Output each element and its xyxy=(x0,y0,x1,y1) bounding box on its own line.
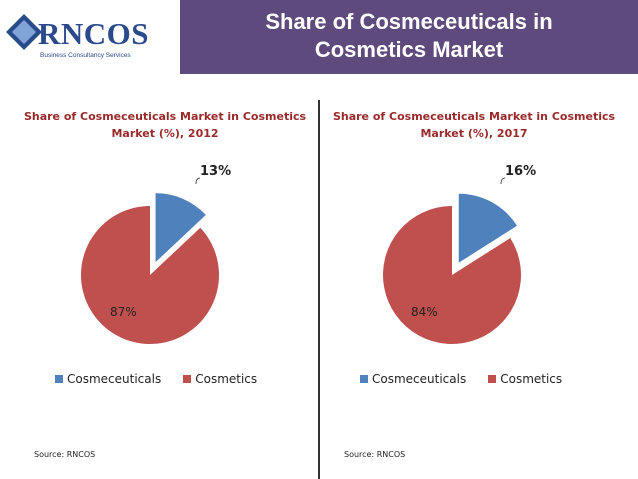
pie-slice-cosmetics-2017 xyxy=(383,206,522,344)
legend-2017: Cosmeceuticals Cosmetics xyxy=(360,372,584,386)
logo-arrow-icon xyxy=(6,14,42,50)
leader-line-2012 xyxy=(195,177,201,185)
logo: RNCOS Business Consultancy Services xyxy=(0,0,180,74)
legend-label: Cosmeceuticals xyxy=(67,372,162,386)
logo-text: RNCOS xyxy=(38,16,150,51)
pie-slice-cosmeceuticals-2012 xyxy=(155,193,206,263)
chart-title-2017-line2: Market (%), 2017 xyxy=(420,127,528,140)
chart-title-2012-line1: Share of Cosmeceuticals Market in Cosmet… xyxy=(23,110,307,123)
pie-slice-cosmeceuticals-2017 xyxy=(458,193,518,263)
legend-swatch xyxy=(183,375,192,383)
page-header: Share of Cosmeceuticals in Cosmetics Mar… xyxy=(180,0,638,74)
source-2017: Source: RNCOS xyxy=(344,450,406,459)
source-2012: Source: RNCOS xyxy=(34,450,96,459)
slice-label-cosmeceuticals-2012: 13% xyxy=(200,164,232,179)
page-title: Share of Cosmeceuticals in Cosmetics Mar… xyxy=(180,8,638,64)
slice-label-cosmetics-2017: 84% xyxy=(411,305,438,319)
chart-title-2012-line2: Market (%), 2012 xyxy=(111,127,219,140)
legend-swatch xyxy=(55,375,63,383)
legend-item-cosmeceuticals-2012: Cosmeceuticals xyxy=(55,372,161,386)
chart-title-2012: Share of Cosmeceuticals Market in Cosmet… xyxy=(15,108,315,142)
pie-slice-cosmetics-2012 xyxy=(80,206,219,344)
legend-swatch xyxy=(488,375,497,383)
page-title-line1: Share of Cosmeceuticals in xyxy=(265,9,553,34)
logo-tagline: Business Consultancy Services xyxy=(40,52,131,59)
page-title-line2: Cosmetics Market xyxy=(314,37,504,62)
legend-item-cosmetics-2017: Cosmetics xyxy=(488,372,562,386)
legend-2012: Cosmeceuticals Cosmetics xyxy=(55,372,279,386)
legend-swatch xyxy=(360,375,368,383)
legend-label: Cosmeceuticals xyxy=(372,372,467,386)
slice-label-cosmetics-2012: 87% xyxy=(110,305,137,319)
leader-line-2017 xyxy=(500,177,506,185)
legend-item-cosmetics-2012: Cosmetics xyxy=(183,372,257,386)
chart-title-2017: Share of Cosmeceuticals Market in Cosmet… xyxy=(324,108,624,142)
panel-divider xyxy=(318,100,320,479)
chart-title-2017-line1: Share of Cosmeceuticals Market in Cosmet… xyxy=(332,110,616,123)
legend-item-cosmeceuticals-2017: Cosmeceuticals xyxy=(360,372,466,386)
legend-label: Cosmetics xyxy=(500,372,563,386)
legend-label: Cosmetics xyxy=(195,372,258,386)
slice-label-cosmeceuticals-2017: 16% xyxy=(505,164,537,179)
